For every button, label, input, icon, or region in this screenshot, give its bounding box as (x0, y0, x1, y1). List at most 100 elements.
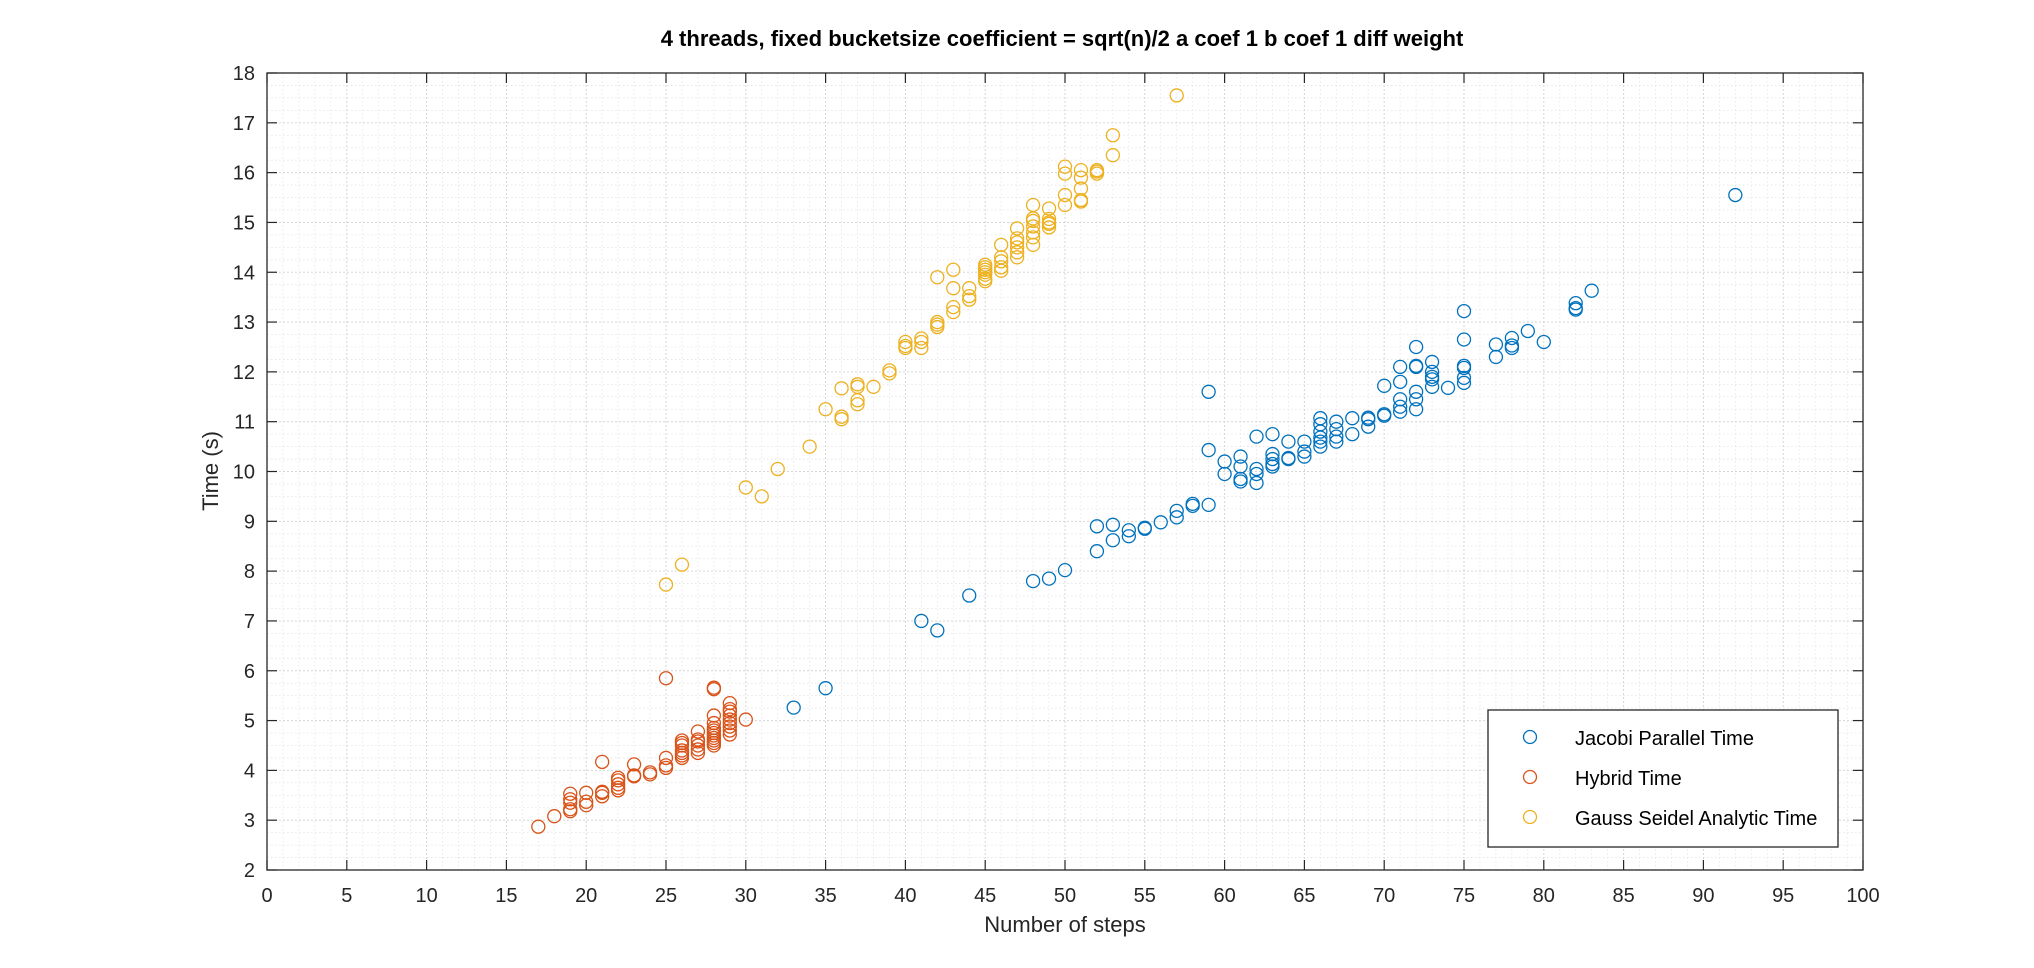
legend: Jacobi Parallel Time Hybrid Time Gauss S… (1487, 709, 1839, 848)
data-point-hybrid (690, 742, 706, 757)
data-point-hybrid (738, 712, 753, 727)
data-point-jacobi (1313, 434, 1328, 449)
data-point-gauss-seidel (738, 480, 753, 495)
data-point-jacobi (1249, 466, 1264, 482)
data-point-hybrid (722, 727, 737, 742)
data-point-jacobi (1424, 354, 1440, 370)
data-point-hybrid (610, 777, 626, 792)
y-tick-label: 14 (233, 262, 255, 284)
data-point-jacobi (1249, 429, 1264, 444)
data-point-gauss-seidel (674, 557, 690, 572)
data-point-hybrid (626, 757, 642, 772)
data-point-jacobi (1456, 375, 1472, 390)
x-tick-label: 60 (1213, 885, 1235, 907)
data-point-gauss-seidel (834, 381, 849, 396)
data-point-jacobi (1249, 475, 1264, 491)
data-point-jacobi (930, 623, 945, 638)
x-tick-label: 40 (894, 885, 916, 907)
data-point-jacobi (1424, 379, 1440, 394)
data-point-jacobi (914, 613, 929, 629)
data-point-gauss-seidel (1057, 187, 1073, 203)
data-point-hybrid (579, 794, 594, 809)
data-point-gauss-seidel (1041, 201, 1057, 216)
x-tick-label: 10 (415, 885, 437, 907)
y-tick-label: 8 (244, 561, 255, 583)
x-tick-label: 25 (655, 885, 677, 907)
data-point-jacobi (1297, 449, 1312, 464)
data-point-hybrid (563, 802, 578, 817)
data-point-gauss-seidel (770, 461, 785, 477)
data-point-gauss-seidel (866, 379, 881, 394)
data-point-hybrid (722, 723, 737, 738)
data-point-jacobi (1041, 571, 1057, 586)
data-point-jacobi (1345, 411, 1360, 426)
data-point-gauss-seidel (850, 377, 865, 392)
data-point-gauss-seidel (946, 304, 961, 320)
major-grid (266, 72, 1864, 871)
data-point-jacobi (1456, 332, 1472, 347)
y-tick-label: 5 (244, 711, 255, 733)
y-tick-label: 10 (233, 462, 255, 484)
data-point-hybrid (722, 715, 737, 731)
data-point-gauss-seidel (914, 334, 929, 350)
data-point-gauss-seidel (1105, 148, 1121, 163)
data-point-hybrid (610, 780, 626, 795)
data-point-gauss-seidel (1057, 159, 1073, 174)
x-tick-label: 65 (1293, 885, 1315, 907)
data-point-gauss-seidel (802, 439, 817, 454)
data-point-hybrid (658, 758, 674, 773)
x-tick-label: 15 (495, 885, 517, 907)
data-point-jacobi (1393, 399, 1408, 414)
x-tick-label: 45 (974, 885, 996, 907)
data-point-gauss-seidel (1009, 231, 1025, 246)
data-point-jacobi (1440, 380, 1456, 395)
data-point-jacobi (1153, 515, 1168, 530)
data-point-gauss-seidel (1057, 166, 1073, 181)
legend-marker-gauss-seidel (1522, 809, 1538, 825)
data-point-hybrid (706, 708, 722, 723)
data-point-jacobi (1393, 374, 1408, 389)
data-point-jacobi (1393, 392, 1408, 407)
data-point-jacobi (1584, 283, 1599, 298)
y-tick-label: 11 (234, 412, 255, 434)
data-point-jacobi (1456, 303, 1472, 319)
data-point-jacobi (1520, 323, 1535, 339)
data-point-gauss-seidel (946, 299, 961, 315)
data-point-gauss-seidel (962, 292, 977, 307)
data-point-gauss-seidel (882, 363, 897, 378)
data-point-jacobi (1313, 439, 1328, 454)
data-point-jacobi (1265, 451, 1280, 467)
data-point-gauss-seidel (962, 281, 977, 296)
data-point-gauss-seidel (1073, 170, 1089, 185)
data-point-jacobi (1456, 358, 1472, 374)
legend-label-gauss-seidel: Gauss Seidel Analytic Time (1575, 808, 1817, 830)
data-point-hybrid (722, 712, 737, 727)
y-tick-label: 4 (244, 760, 255, 782)
data-point-jacobi (1233, 449, 1248, 464)
data-point-gauss-seidel (946, 262, 961, 277)
data-point-jacobi (1568, 295, 1583, 311)
y-tick-label: 6 (244, 661, 255, 683)
x-tick-label: 80 (1533, 885, 1555, 907)
data-point-hybrid (706, 715, 722, 731)
data-point-jacobi (1201, 497, 1216, 513)
x-tick-label: 90 (1692, 885, 1714, 907)
x-tick-label: 75 (1453, 885, 1475, 907)
data-point-gauss-seidel (1041, 215, 1057, 230)
data-point-hybrid (547, 809, 562, 824)
data-point-jacobi (1728, 187, 1743, 203)
data-point-hybrid (722, 701, 737, 717)
data-point-jacobi (1089, 519, 1105, 534)
data-point-gauss-seidel (1009, 245, 1025, 260)
data-point-gauss-seidel (914, 331, 929, 346)
y-tick-label: 7 (244, 611, 255, 633)
data-point-jacobi (1025, 573, 1041, 589)
data-point-jacobi (1408, 384, 1424, 399)
data-point-gauss-seidel (1025, 230, 1041, 245)
data-point-gauss-seidel (898, 334, 913, 350)
data-point-gauss-seidel (930, 270, 945, 285)
y-axis: 2 3 4 5 6 7 8 9 10 11 12 13 14 15 16 17 18 (233, 63, 1863, 882)
data-point-jacobi (962, 588, 977, 603)
data-point-gauss-seidel (850, 397, 865, 412)
